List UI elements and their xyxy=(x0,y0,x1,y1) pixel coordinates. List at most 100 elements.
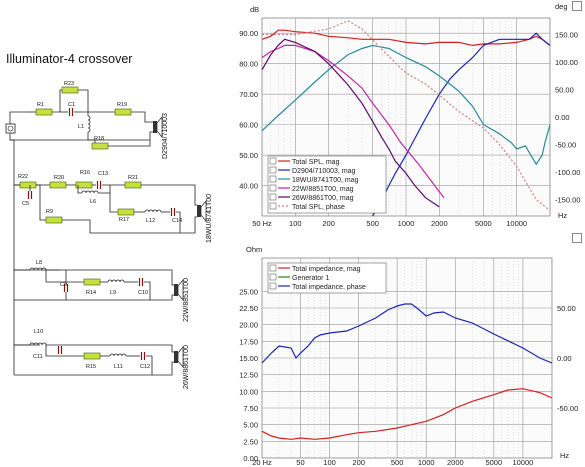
component-label: C13 xyxy=(98,171,108,177)
y-tick-label: 10.00 xyxy=(239,387,258,396)
x-tick-label: 20 Hz xyxy=(252,458,272,467)
wire xyxy=(108,131,153,147)
component-label: R20 xyxy=(54,175,64,181)
x-tick-label: 2000 xyxy=(431,219,448,228)
component-label: L9 xyxy=(110,290,116,296)
impedance-chart: 25.00 22.50 20.00 17.50 15.00 12.50 10.00 7.50 5… xyxy=(239,245,578,467)
series-line-0 xyxy=(261,29,551,47)
wire xyxy=(62,216,197,234)
inductor xyxy=(109,353,127,357)
wire xyxy=(14,281,151,301)
series-line-4 xyxy=(261,38,440,208)
x-tick-label: 2000 xyxy=(447,458,464,467)
wire xyxy=(150,294,174,301)
y2-tick-label: 100.00 xyxy=(555,58,578,67)
component-label: R19 xyxy=(117,102,127,108)
x-unit-label: Hz xyxy=(558,211,567,220)
spl-chart: 90.00 80.00 70.00 60.00 50.00 40.00 dB 150.00 10… xyxy=(239,2,580,228)
page-title: Illuminator-4 crossover xyxy=(6,52,133,66)
y2-tick-label: -100.00 xyxy=(555,168,580,177)
speaker-magnet xyxy=(174,284,178,296)
x-tick-label: 1000 xyxy=(418,458,435,467)
y-tick-label: 15.00 xyxy=(239,354,258,363)
y2-tick-label: 0.00 xyxy=(555,113,570,122)
wire xyxy=(109,193,118,213)
wire xyxy=(152,361,174,376)
legend-checkbox xyxy=(269,264,277,272)
series-line-2 xyxy=(261,44,551,166)
x-tick-label: 1000 xyxy=(398,219,415,228)
legend-label: 26W/8861T00, mag xyxy=(292,195,354,202)
y-tick-label: 60.00 xyxy=(239,121,258,130)
y2-tick-label: 0.00 xyxy=(557,354,572,363)
driver-label: 22W/8851T00 xyxy=(183,278,190,322)
component-label: R1 xyxy=(37,102,44,108)
wire xyxy=(141,184,197,206)
component-label: L1 xyxy=(78,124,84,130)
wire xyxy=(14,355,153,376)
series-line-1 xyxy=(372,32,551,217)
wire xyxy=(46,344,174,353)
legend-checkbox xyxy=(269,175,277,183)
y2-tick-label: 50.00 xyxy=(555,86,574,95)
speaker-magnet xyxy=(197,205,201,217)
y-tick-label: 80.00 xyxy=(239,60,258,69)
legend-checkbox xyxy=(269,157,277,165)
legend-label: 18WU/8741T00, mag xyxy=(292,177,359,184)
component-label: R18 xyxy=(94,136,104,142)
y-tick-label: 90.00 xyxy=(239,29,258,38)
y2-tick-label: -150.00 xyxy=(555,196,580,205)
inductor xyxy=(29,267,47,271)
legend-label: Total SPL, phase xyxy=(292,204,345,211)
wire xyxy=(52,89,62,113)
component-label: C5 xyxy=(22,201,29,207)
speaker-cone xyxy=(156,116,163,138)
crossover-schematic: R1 R23 C1 R19 L1 R18 D2904/710003 R22 R20 R16 C13 R… xyxy=(5,81,213,389)
component-label: R9 xyxy=(46,209,53,215)
x-tick-label: 50 xyxy=(296,458,304,467)
x-tick-label: 10000 xyxy=(506,219,527,228)
inductor xyxy=(107,279,125,283)
series-line-5 xyxy=(262,20,551,211)
speaker-magnet xyxy=(174,351,178,363)
series-line-3 xyxy=(261,44,445,199)
y-tick-label: 5.00 xyxy=(243,421,258,430)
generator-symbol xyxy=(7,125,14,132)
speaker-magnet xyxy=(153,121,157,133)
legend-box xyxy=(267,155,387,214)
legend-checkbox xyxy=(269,193,277,201)
y2-tick-label: 50.00 xyxy=(557,304,576,313)
impedance-options-checkbox[interactable] xyxy=(572,233,582,243)
legend-checkbox xyxy=(269,166,277,174)
y-tick-label: 70.00 xyxy=(239,90,258,99)
y-tick-label: 25.00 xyxy=(239,287,258,296)
schematic-panel: Illuminator-4 crossover R1 R23 C1 R19 L1 R18 D… xyxy=(0,0,248,467)
y2-tick-label: 150.00 xyxy=(555,31,578,40)
y-tick-label: 40.00 xyxy=(239,182,258,191)
spl-options-checkbox[interactable] xyxy=(572,1,582,11)
y-unit-label: Ohm xyxy=(246,245,262,254)
y-tick-label: 50.00 xyxy=(239,151,258,160)
component-label: R16 xyxy=(80,170,90,176)
component-label: L10 xyxy=(34,329,43,335)
component-label: C14 xyxy=(172,218,182,224)
component-label: L8 xyxy=(36,260,42,266)
y-tick-label: 20.00 xyxy=(239,321,258,330)
legend-checkbox xyxy=(269,273,277,281)
inductor xyxy=(87,115,91,133)
legend-label: D2904/710003, mag xyxy=(292,168,356,175)
component-label: L11 xyxy=(114,364,123,370)
series-line-2 xyxy=(261,303,553,364)
y2-tick-label: -50.00 xyxy=(555,141,576,150)
generator-icon xyxy=(5,123,16,134)
inductor xyxy=(144,209,162,213)
x-tick-label: 500 xyxy=(391,458,404,467)
y2-tick-label: -50.00 xyxy=(557,404,578,413)
y-tick-label: 22.50 xyxy=(239,304,258,313)
x-tick-label: 50 Hz xyxy=(252,219,272,228)
legend-label: Total impedance, mag xyxy=(292,266,361,273)
wire xyxy=(131,111,153,123)
component-label: C10 xyxy=(138,290,148,296)
component-label: L6 xyxy=(90,199,96,205)
